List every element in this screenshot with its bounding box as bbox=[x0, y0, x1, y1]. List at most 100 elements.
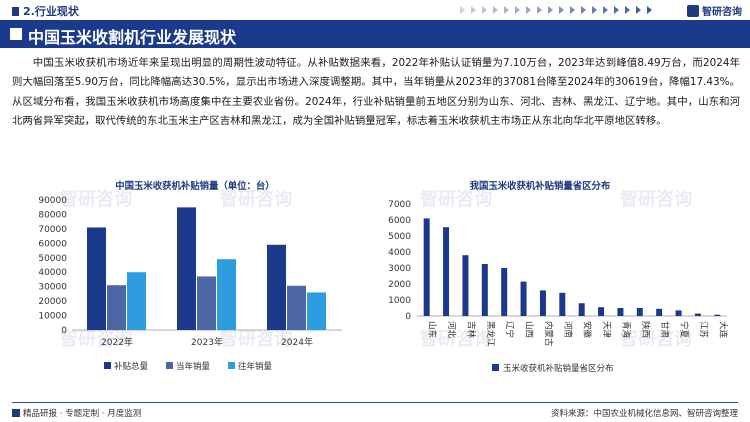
chevron-icon bbox=[471, 6, 476, 14]
page-title: 中国玉米收割机行业发展现状 bbox=[28, 28, 237, 47]
bar-2024年-补贴总量 bbox=[267, 244, 286, 330]
legend-swatch bbox=[228, 362, 235, 369]
bar-2023年-补贴总量 bbox=[177, 207, 196, 330]
bar-河北 bbox=[443, 227, 450, 316]
legend-swatch bbox=[166, 362, 173, 369]
bar-陕西 bbox=[636, 308, 643, 316]
x-tick-label: 天津 bbox=[601, 321, 612, 339]
chevron-icon bbox=[614, 6, 619, 14]
brand-logo: 智研咨询 bbox=[687, 3, 742, 18]
source-note: 资料来源：中国农业机械化信息网、智研咨询整理 bbox=[550, 409, 738, 419]
watermark: 智研咨询 bbox=[620, 189, 692, 210]
bar-2023年-往年销量 bbox=[217, 259, 236, 330]
watermark: 智研咨询 bbox=[620, 329, 692, 350]
bar-辽宁 bbox=[501, 268, 508, 316]
chevron-icon bbox=[537, 6, 542, 14]
x-tick-label: 大连 bbox=[717, 321, 728, 339]
chart2-svg: 0 1000 2000 3000 4000 5000 6000 7000 山东 河北 吉林 黑龙江 辽宁… bbox=[388, 200, 728, 374]
bar-内蒙古 bbox=[539, 290, 546, 316]
x-tick-label: 江苏 bbox=[698, 321, 709, 339]
chevron-icon bbox=[493, 6, 498, 14]
bar-吉林 bbox=[462, 255, 469, 316]
chevron-icon bbox=[647, 6, 652, 14]
x-tick-label: 吉林 bbox=[465, 321, 476, 339]
y-tick-label: 5000 bbox=[388, 232, 411, 242]
y-tick-label: 50000 bbox=[38, 254, 67, 264]
bar-山东 bbox=[423, 218, 430, 316]
legend-label: 补贴总量 bbox=[114, 361, 149, 372]
title-bar: 中国玉米收割机行业发展现状 bbox=[0, 20, 750, 48]
watermark: 智研咨询 bbox=[60, 329, 132, 350]
chart1-svg: 0 10000 20000 30000 40000 50000 60000 70000 8000… bbox=[38, 196, 342, 372]
chevron-icon bbox=[603, 6, 608, 14]
watermark: 智研咨询 bbox=[220, 189, 292, 210]
chevron-icon bbox=[482, 6, 487, 14]
chart1-title: 中国玉米收获机补贴销量（单位：台） bbox=[115, 181, 275, 192]
bar-青海 bbox=[617, 308, 624, 316]
x-tick-label: 内蒙古 bbox=[543, 321, 554, 347]
x-tick-label: 青海 bbox=[620, 321, 631, 339]
x-tick-label: 黑龙江 bbox=[485, 321, 496, 347]
legend-swatch bbox=[492, 364, 499, 371]
bar-2024年-往年销量 bbox=[307, 292, 326, 330]
y-tick-label: 3000 bbox=[388, 264, 411, 274]
bar-2024年-当年销量 bbox=[287, 285, 306, 330]
y-tick-label: 4000 bbox=[388, 248, 411, 258]
bar-2022年-往年销量 bbox=[127, 272, 146, 330]
y-tick-label: 20000 bbox=[38, 297, 67, 307]
chevron-icon bbox=[515, 6, 520, 14]
chevron-icon bbox=[559, 6, 564, 14]
x-tick-label: 2022年 bbox=[101, 336, 133, 348]
bar-2022年-当年销量 bbox=[107, 285, 126, 330]
book-icon bbox=[12, 409, 20, 417]
y-tick-label: 0 bbox=[61, 326, 67, 336]
y-tick-label: 60000 bbox=[38, 239, 67, 249]
x-tick-label: 甘肃 bbox=[659, 321, 670, 339]
footer-divider bbox=[12, 402, 738, 403]
chart2-title: 我国玉米收获机补贴销量省区分布 bbox=[469, 181, 611, 192]
bar-江苏 bbox=[694, 313, 701, 316]
y-tick-label: 2000 bbox=[388, 280, 411, 290]
bar-大连 bbox=[714, 314, 721, 316]
section-text: 2.行业现状 bbox=[23, 5, 79, 18]
x-tick-label: 山西 bbox=[524, 321, 535, 338]
y-tick-label: 30000 bbox=[38, 283, 67, 293]
chevron-icon bbox=[526, 6, 531, 14]
x-tick-label: 宁夏 bbox=[679, 321, 690, 339]
chevron-icon bbox=[570, 6, 575, 14]
chevron-icon bbox=[504, 6, 509, 14]
y-tick-label: 1000 bbox=[388, 296, 411, 306]
section-label: 2.行业现状 bbox=[12, 3, 79, 19]
y-tick-label: 70000 bbox=[38, 225, 67, 235]
brand-icon bbox=[687, 5, 699, 17]
brand-text: 智研咨询 bbox=[702, 7, 742, 18]
x-tick-label: 陕西 bbox=[640, 321, 651, 338]
y-tick-label: 40000 bbox=[38, 268, 67, 278]
x-tick-label: 河南 bbox=[562, 321, 573, 338]
title-marker-icon bbox=[10, 28, 22, 40]
y-tick-label: 7000 bbox=[388, 200, 411, 210]
bar-宁夏 bbox=[675, 310, 682, 316]
footer: 精品研报 · 专题定制 · 月度监测 资料来源：中国农业机械化信息网、智研咨询整… bbox=[0, 400, 750, 422]
chevron-icon bbox=[460, 6, 465, 14]
x-tick-label: 河北 bbox=[446, 321, 457, 339]
body-paragraph: 中国玉米收获机市场近年来呈现出明显的周期性波动特征。从补贴数据来看，2022年补… bbox=[12, 57, 740, 128]
bar-河南 bbox=[559, 292, 566, 316]
x-tick-label: 山东 bbox=[427, 321, 438, 338]
bar-黑龙江 bbox=[481, 264, 488, 316]
bar-安徽 bbox=[578, 303, 585, 316]
section-marker-icon bbox=[12, 7, 19, 16]
chevron-icon bbox=[592, 6, 597, 14]
y-tick-label: 80000 bbox=[38, 210, 67, 220]
legend-label: 玉米收获机补贴销量省区分布 bbox=[503, 363, 614, 374]
footer-left-text: 精品研报 · 专题定制 · 月度监测 bbox=[23, 409, 142, 419]
watermark: 智研咨询 bbox=[420, 329, 492, 350]
legend-swatch bbox=[104, 362, 111, 369]
watermark: 智研咨询 bbox=[60, 189, 132, 210]
y-tick-label: 6000 bbox=[388, 216, 411, 226]
x-tick-label: 2023年 bbox=[191, 336, 223, 348]
top-bar: 2.行业现状 智研咨询 bbox=[0, 0, 750, 20]
chevron-decoration-icon bbox=[460, 6, 660, 14]
chevron-icon bbox=[581, 6, 586, 14]
bar-甘肃 bbox=[656, 308, 663, 316]
